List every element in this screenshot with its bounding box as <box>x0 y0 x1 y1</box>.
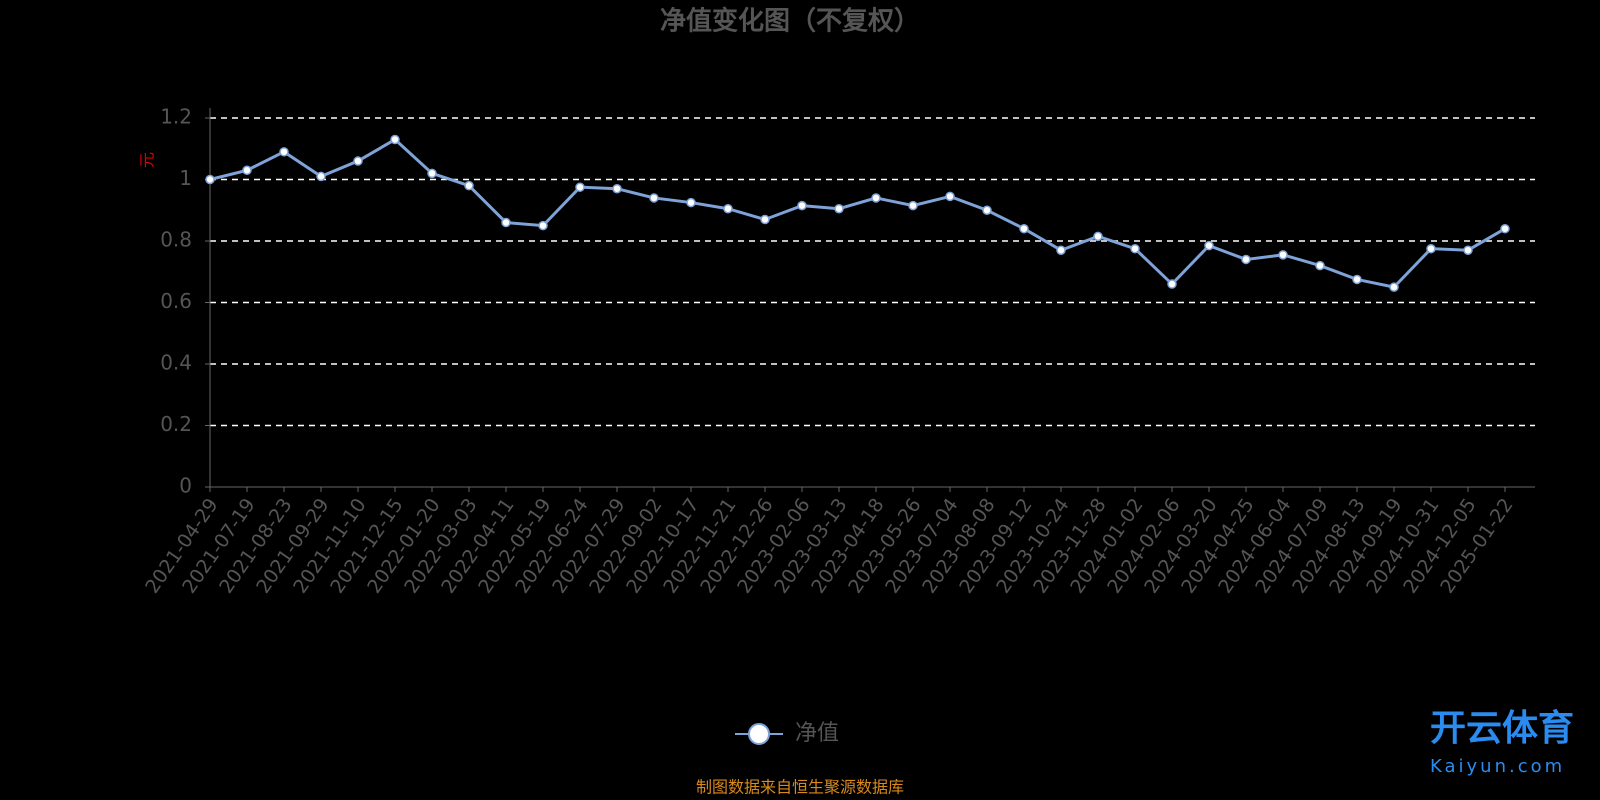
point <box>538 220 548 231</box>
point <box>686 197 696 208</box>
point <box>1389 282 1399 292</box>
point <box>390 134 400 145</box>
point <box>575 182 585 192</box>
point <box>1352 274 1362 285</box>
watermark-site: Kaiyun.com <box>1430 756 1565 777</box>
point <box>1056 245 1066 255</box>
chart-title: 净值变化图（不复权） <box>660 6 920 37</box>
point <box>982 205 992 215</box>
point <box>1315 260 1325 271</box>
point <box>1241 254 1251 265</box>
point <box>834 203 844 214</box>
point <box>242 165 252 176</box>
point <box>723 203 733 214</box>
point <box>427 168 437 179</box>
watermark-brand: 开云体育 <box>1430 708 1574 749</box>
line <box>209 137 1506 289</box>
source-note: 制图数据来自恒生聚源数据库 <box>696 778 904 797</box>
point <box>1167 279 1177 289</box>
y-tick-label: 1 <box>179 166 192 190</box>
point <box>1019 223 1029 234</box>
point <box>316 171 326 182</box>
point <box>464 180 474 191</box>
point <box>871 193 881 203</box>
legend-marker <box>748 723 770 745</box>
y-tick-label: 0.8 <box>160 228 192 252</box>
point <box>205 174 215 185</box>
point <box>649 193 659 203</box>
point <box>760 214 770 225</box>
point <box>501 217 511 228</box>
y-tick-label: 0 <box>179 474 192 498</box>
point <box>1426 243 1436 254</box>
legend-label: 净值 <box>795 721 839 746</box>
point <box>612 183 622 194</box>
point <box>1500 223 1510 234</box>
point <box>1204 240 1214 251</box>
point <box>353 156 363 166</box>
y-axis-label: 元 <box>138 152 157 168</box>
y-tick-label: 0.4 <box>160 351 192 375</box>
point <box>1463 245 1473 255</box>
y-tick-label: 0.2 <box>160 412 192 436</box>
point <box>797 200 807 211</box>
point <box>279 147 289 157</box>
point <box>908 200 918 211</box>
point <box>945 191 955 202</box>
y-tick-label: 1.2 <box>160 105 192 129</box>
point <box>1278 250 1288 260</box>
point <box>1130 243 1140 254</box>
y-tick-label: 0.6 <box>160 289 192 313</box>
point <box>1093 231 1103 242</box>
